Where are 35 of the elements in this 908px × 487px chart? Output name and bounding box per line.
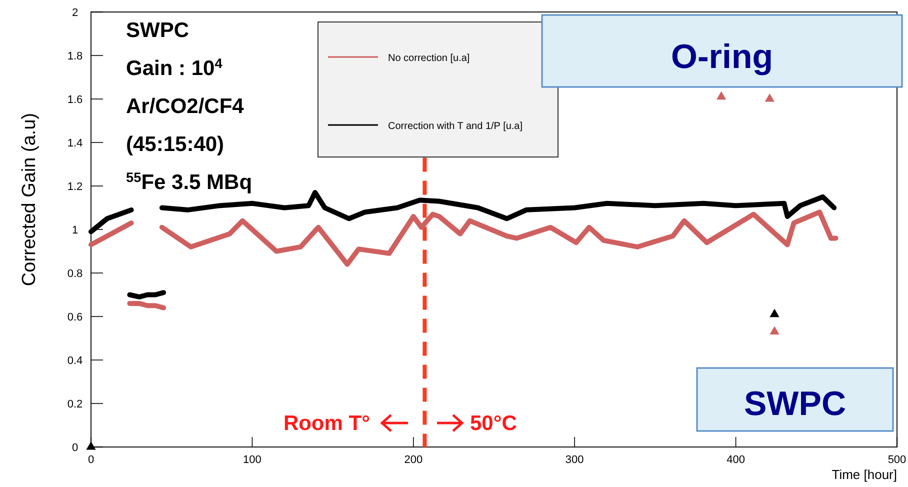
annotation: Gain : 10$^{4}$ [126, 56, 223, 80]
point [716, 91, 726, 100]
legend-label: Correction with T and 1/P [u.a] [388, 121, 523, 132]
annotation: SWPC [126, 19, 189, 42]
point [764, 93, 774, 102]
y-tick-label: 0.8 [67, 268, 83, 280]
y-tick-label: 1.4 [67, 138, 83, 150]
x-tick-label: 300 [565, 454, 584, 466]
y-axis-title: Corrected Gain (a.u) [19, 112, 40, 286]
point [770, 308, 780, 318]
annotation: $^{55}$Fe 3.5 MBq [126, 170, 252, 194]
y-tick-label: 1 [72, 224, 78, 236]
x-tick-label: 500 [888, 454, 906, 466]
x-tick-label: 200 [404, 454, 423, 466]
legend-label: No correction [u.a] [388, 53, 470, 64]
annotation: (45:15:40) [126, 133, 224, 156]
y-tick-label: 0.2 [67, 398, 83, 410]
y-tick-label: 0 [72, 442, 78, 454]
point [86, 441, 96, 450]
x-tick-label: 100 [243, 454, 262, 466]
y-tick-label: 0.4 [67, 355, 83, 367]
annotation: Room T° [283, 412, 370, 435]
y-tick-label: 0.6 [67, 312, 83, 324]
y-tick-label: 1.8 [67, 50, 83, 62]
annotation: 50°C [470, 412, 517, 435]
y-tick-label: 1.6 [67, 94, 83, 106]
annotation: O-ring [671, 38, 773, 76]
x-tick-label: 0 [88, 454, 94, 466]
x-axis-title: Time [hour] [832, 467, 897, 482]
x-tick-label: 400 [726, 454, 745, 466]
y-tick-label: 2 [72, 7, 78, 19]
annotation: SWPC [744, 385, 846, 423]
annotation: Ar/CO2/CF4 [126, 95, 244, 118]
y-tick-label: 1.2 [67, 181, 83, 193]
point [770, 326, 780, 334]
